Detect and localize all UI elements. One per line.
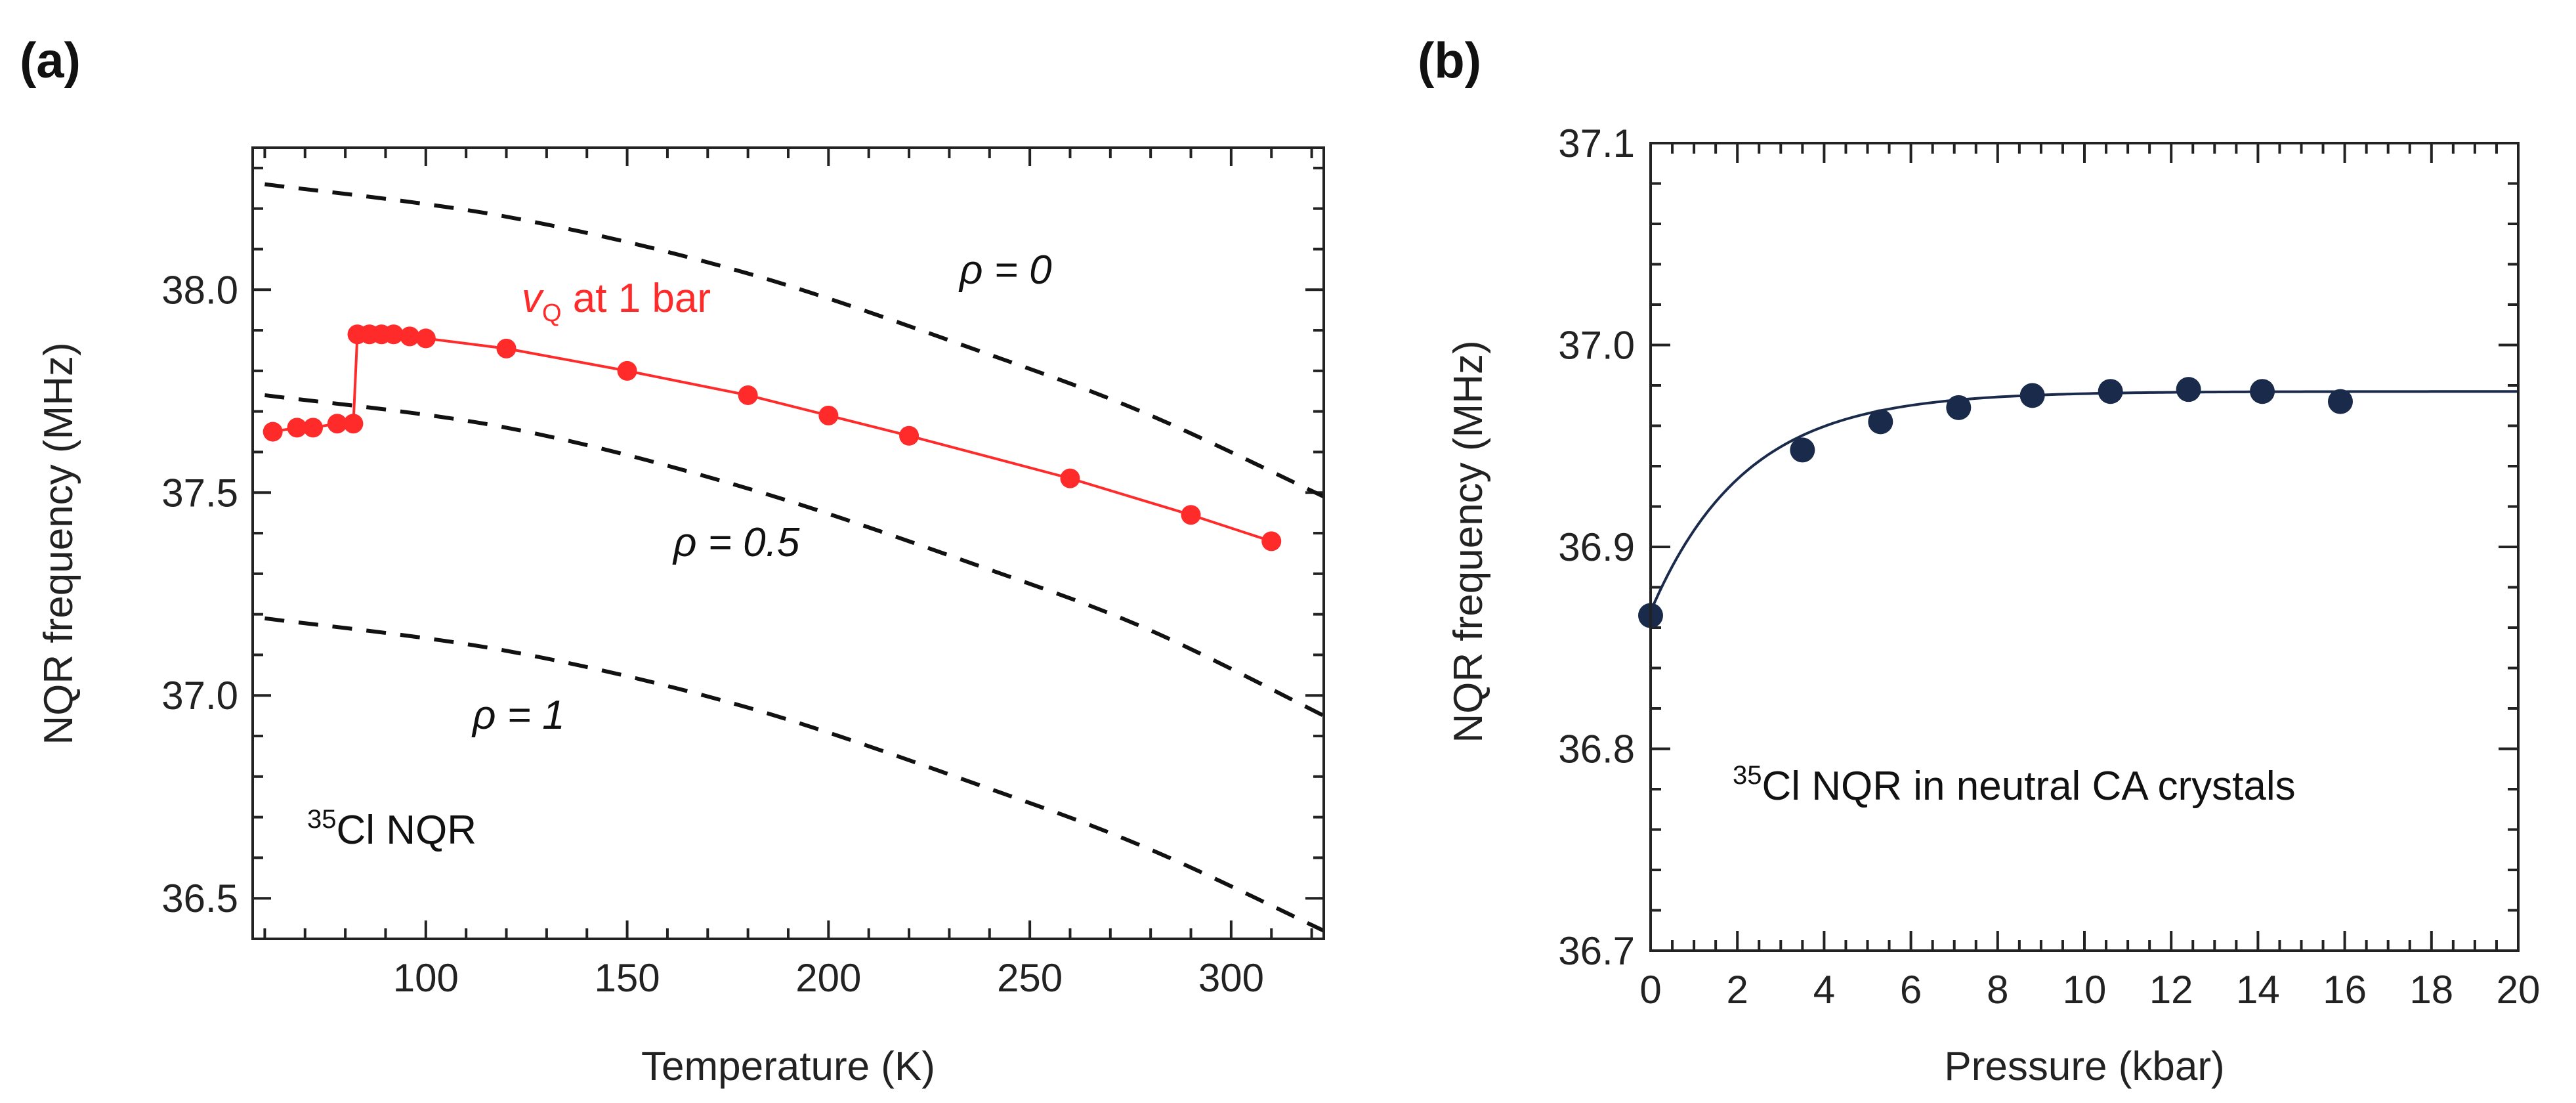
panel-b: (b) 0 2 4 6 8 10 12 14 16 18 20 36.7 36.8 36.9 37.0 37.… (1418, 33, 2540, 1089)
panel-b-x-tick-label: 4 (1813, 968, 1835, 1012)
data-point (2176, 377, 2201, 402)
panel-a-y-tick-label: 36.5 (161, 876, 238, 920)
panel-b-y-axis-label: NQR frequency (MHz) (1446, 340, 1491, 743)
data-point (400, 326, 420, 347)
reference-curve-0 (264, 182, 1325, 499)
panel-a-plot-frame (251, 146, 1325, 940)
panel-b-x-tick-label: 8 (1987, 968, 2008, 1012)
rho-1-label: ρ = 1 (471, 693, 565, 738)
panel-a-series (263, 324, 1282, 552)
data-point (1181, 505, 1201, 525)
data-point (617, 360, 637, 381)
panel-a-reference-curves (264, 182, 1325, 933)
panel-b-x-tick-label: 12 (2149, 968, 2193, 1012)
panel-a-label: (a) (20, 33, 81, 89)
panel-b-plot-frame (1649, 142, 2520, 952)
panel-a: (a) 100 150 200 250 300 36.5 37.0 37.5 38.0 Temp… (20, 33, 1325, 1089)
panel-b-y-tick-label: 37.0 (1558, 324, 1635, 368)
panel-a-ticks: 100 150 200 250 300 36.5 37.0 37.5 38.0 (161, 148, 1324, 1000)
panel-a-x-tick-label: 250 (997, 956, 1063, 1000)
rho-0-label: ρ = 0 (958, 248, 1052, 293)
panel-b-nqr-label: 35Cl NQR in neutral CA crystals (1733, 761, 2296, 809)
panel-b-ticks: 0 2 4 6 8 10 12 14 16 18 20 36.7 36.8 36.9 37.0 37.1 (1558, 121, 2540, 1012)
data-point (2019, 383, 2045, 408)
data-point (287, 418, 307, 438)
panel-b-x-tick-label: 2 (1727, 968, 1748, 1012)
nu-q-label: vQ at 1 bar (522, 276, 711, 327)
series-line (272, 333, 1272, 543)
panel-a-x-axis-label: Temperature (K) (641, 1044, 935, 1089)
panel-b-y-tick-label: 36.9 (1558, 525, 1635, 569)
panel-a-y-tick-label: 37.0 (161, 674, 238, 718)
data-point (263, 422, 283, 442)
panel-b-fit-curve (1649, 390, 2519, 613)
data-point (2250, 379, 2275, 404)
data-point (496, 338, 517, 358)
panel-b-y-tick-label: 36.7 (1558, 929, 1635, 973)
reference-curve-2 (264, 616, 1325, 933)
reference-curve-1 (264, 393, 1325, 718)
panel-b-x-tick-label: 16 (2323, 968, 2367, 1012)
data-point (1790, 437, 1815, 463)
panel-a-y-tick-label: 37.5 (161, 471, 238, 515)
panel-a-x-tick-label: 100 (393, 956, 459, 1000)
data-point (1946, 395, 1972, 420)
data-point (343, 414, 364, 434)
panel-a-nqr-label: 35Cl NQR (307, 805, 476, 853)
panel-b-x-tick-label: 10 (2063, 968, 2107, 1012)
panel-b-x-tick-label: 18 (2409, 968, 2453, 1012)
data-point (738, 385, 758, 405)
panel-a-y-tick-label: 38.0 (161, 268, 238, 312)
data-point (899, 425, 919, 446)
data-point (1868, 409, 1893, 435)
data-point (818, 405, 839, 425)
panel-b-x-tick-label: 0 (1639, 968, 1661, 1012)
panel-b-x-tick-label: 6 (1900, 968, 1922, 1012)
panel-a-x-tick-label: 150 (595, 956, 660, 1000)
data-point (2098, 379, 2123, 404)
panel-a-y-axis-label: NQR frequency (MHz) (36, 342, 81, 745)
data-point (327, 414, 347, 434)
panel-b-y-tick-label: 36.8 (1558, 727, 1635, 771)
panel-b-label: (b) (1418, 33, 1481, 89)
data-point (383, 324, 404, 345)
panel-a-x-tick-label: 300 (1198, 956, 1264, 1000)
fit-curve (1649, 390, 2519, 613)
data-point (2327, 389, 2353, 414)
data-point (303, 418, 324, 438)
panel-a-x-tick-label: 200 (795, 956, 861, 1000)
panel-b-y-tick-label: 37.1 (1558, 121, 1635, 165)
data-point (415, 328, 436, 349)
data-point (1060, 468, 1080, 488)
panel-b-x-axis-label: Pressure (kbar) (1944, 1044, 2224, 1089)
rho-0.5-label: ρ = 0.5 (672, 520, 800, 565)
panel-b-x-tick-label: 20 (2497, 968, 2541, 1012)
data-point (1261, 531, 1282, 552)
panel-b-x-tick-label: 14 (2236, 968, 2280, 1012)
panel-b-series (1638, 377, 2353, 628)
